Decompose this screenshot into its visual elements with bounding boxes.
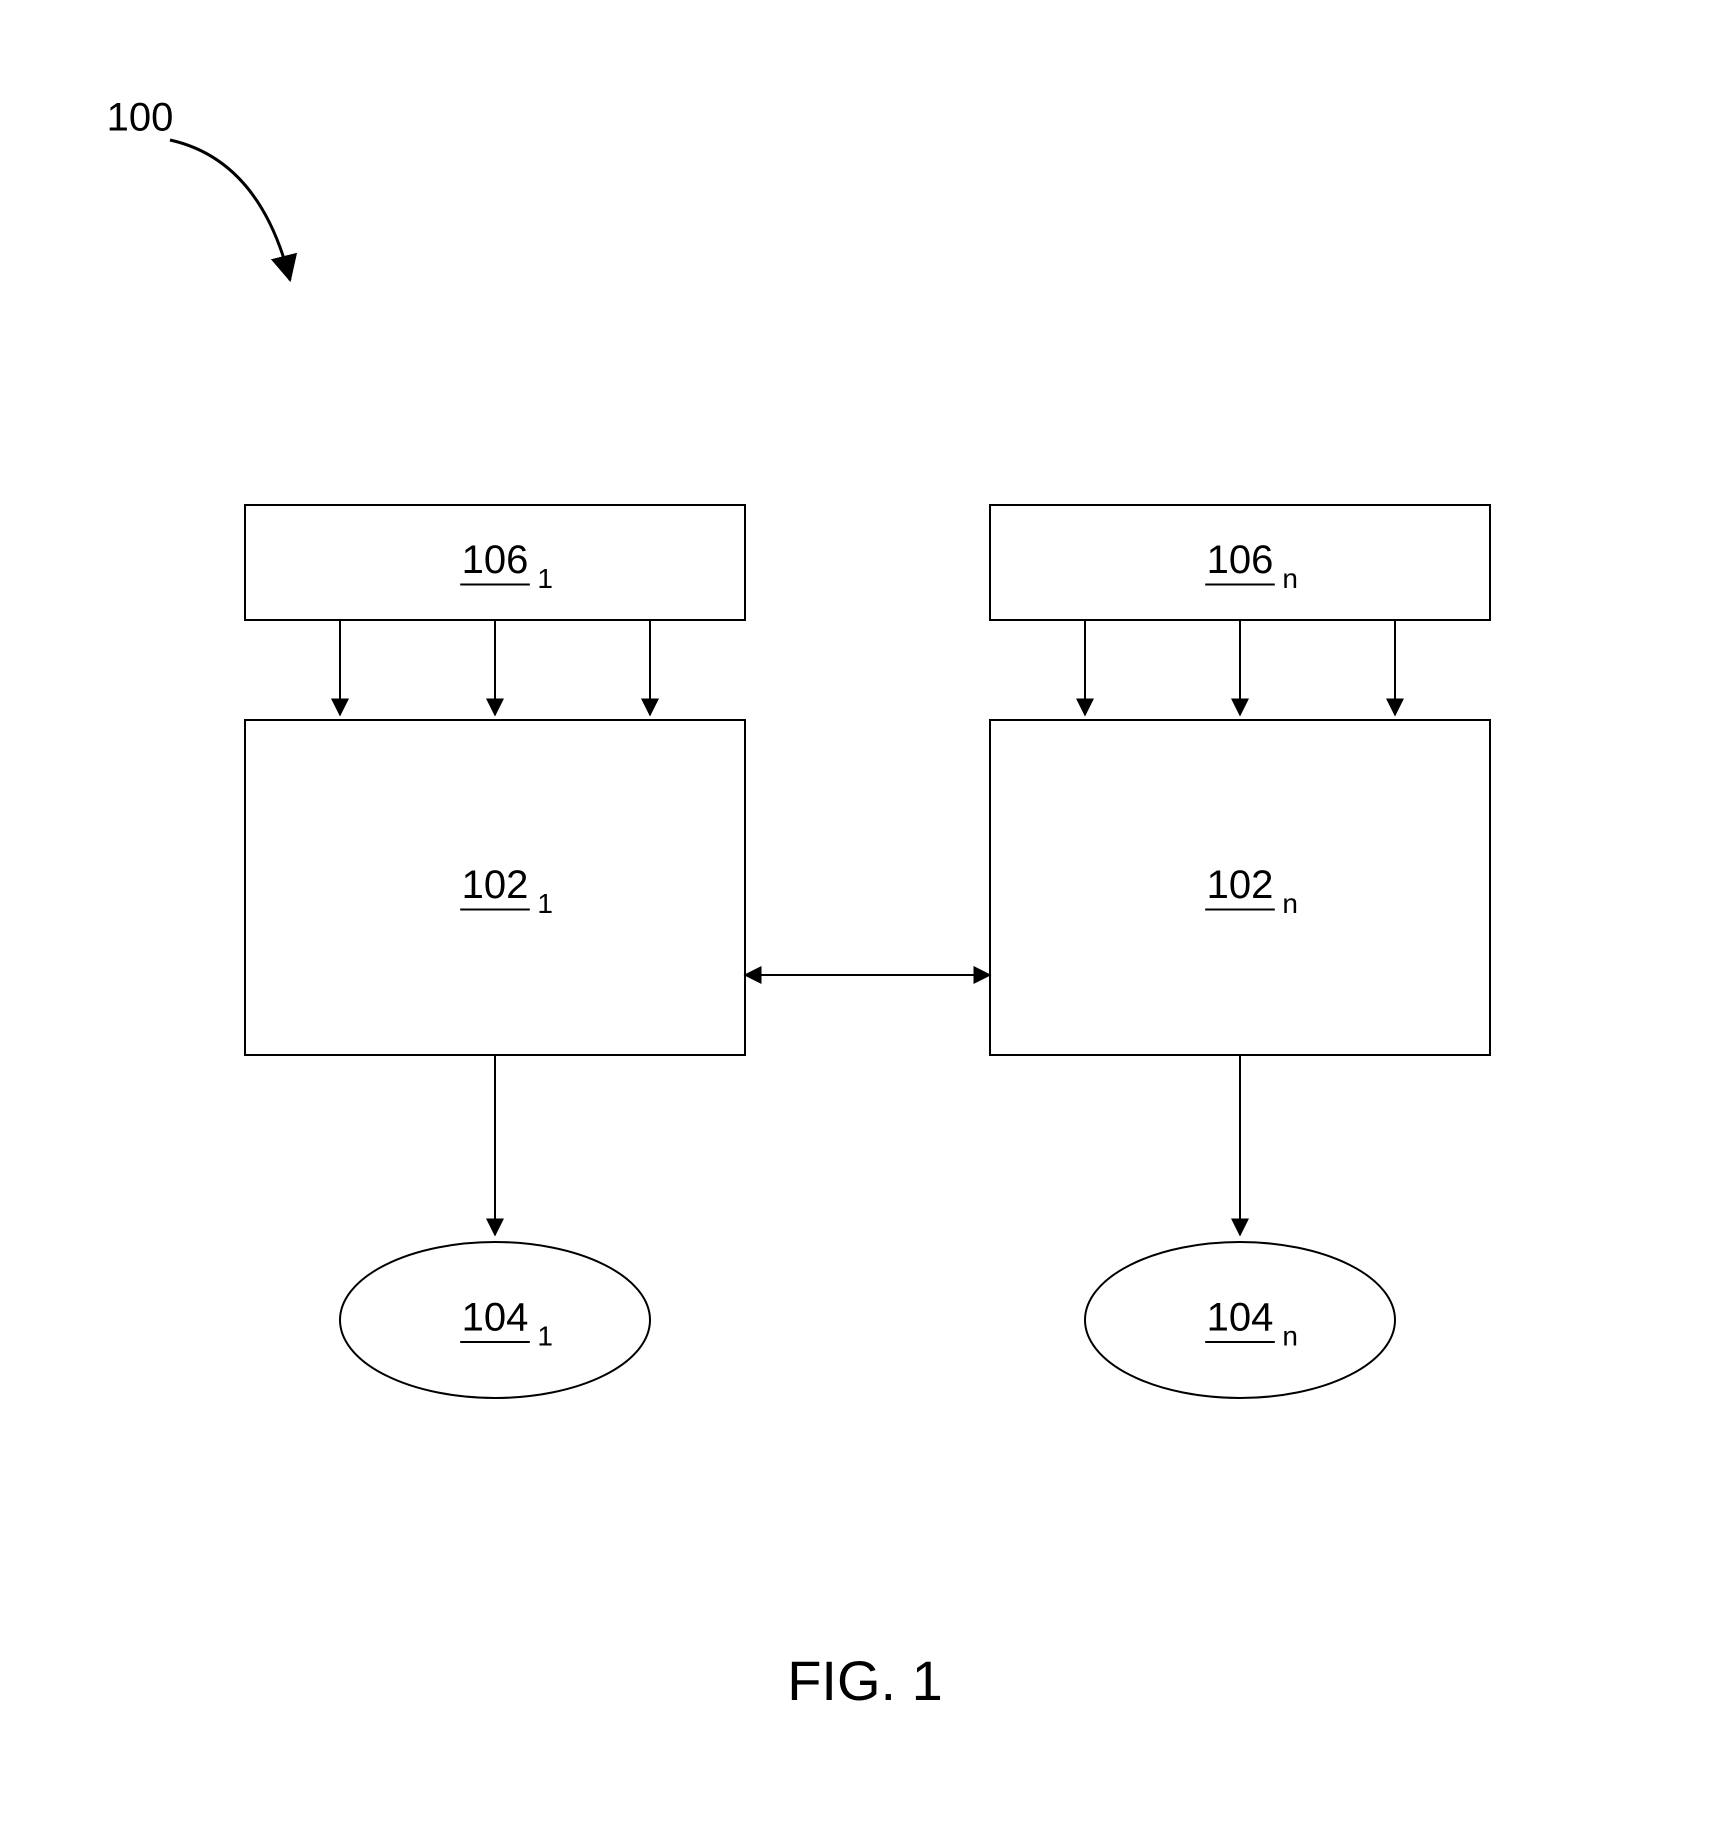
node-label: 106 bbox=[462, 538, 529, 582]
ellipse-1: 104 n bbox=[1085, 1242, 1395, 1398]
top-box-0: 106 1 bbox=[245, 505, 745, 620]
node-label: 102 bbox=[1207, 863, 1274, 907]
mid-box-0: 102 1 bbox=[245, 720, 745, 1055]
node-subscript: n bbox=[1282, 1320, 1298, 1351]
node-label: 104 bbox=[1207, 1296, 1274, 1340]
node-subscript: n bbox=[1282, 563, 1298, 594]
figure-ref-arrow bbox=[170, 140, 290, 280]
ellipse-0: 104 1 bbox=[340, 1242, 650, 1398]
node-label: 102 bbox=[462, 863, 529, 907]
mid-box-1: 102 n bbox=[990, 720, 1490, 1055]
node-label: 104 bbox=[462, 1296, 529, 1340]
top-box-1: 106 n bbox=[990, 505, 1490, 620]
node-subscript: 1 bbox=[537, 563, 553, 594]
figure-ref-label: 100 bbox=[107, 96, 174, 140]
node-subscript: 1 bbox=[537, 1320, 553, 1351]
node-subscript: n bbox=[1282, 888, 1298, 919]
node-label: 106 bbox=[1207, 538, 1274, 582]
node-subscript: 1 bbox=[537, 888, 553, 919]
figure-caption: FIG. 1 bbox=[787, 1649, 943, 1712]
